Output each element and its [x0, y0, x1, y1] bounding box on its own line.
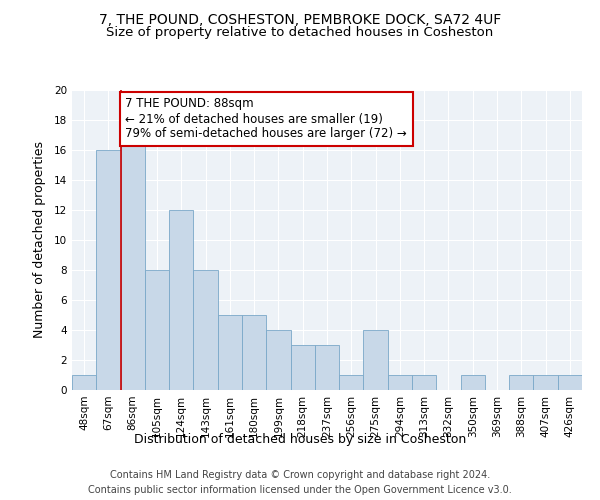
Bar: [145, 270, 169, 390]
Bar: [558, 375, 582, 390]
Text: 7 THE POUND: 88sqm
← 21% of detached houses are smaller (19)
79% of semi-detache: 7 THE POUND: 88sqm ← 21% of detached hou…: [125, 98, 407, 140]
Text: Size of property relative to detached houses in Cosheston: Size of property relative to detached ho…: [106, 26, 494, 39]
Bar: [218, 315, 242, 390]
Bar: [242, 315, 266, 390]
Bar: [169, 210, 193, 390]
Text: Distribution of detached houses by size in Cosheston: Distribution of detached houses by size …: [134, 432, 466, 446]
Text: 7, THE POUND, COSHESTON, PEMBROKE DOCK, SA72 4UF: 7, THE POUND, COSHESTON, PEMBROKE DOCK, …: [99, 12, 501, 26]
Bar: [364, 330, 388, 390]
Text: Contains public sector information licensed under the Open Government Licence v3: Contains public sector information licen…: [88, 485, 512, 495]
Bar: [509, 375, 533, 390]
Y-axis label: Number of detached properties: Number of detached properties: [32, 142, 46, 338]
Text: Contains HM Land Registry data © Crown copyright and database right 2024.: Contains HM Land Registry data © Crown c…: [110, 470, 490, 480]
Bar: [193, 270, 218, 390]
Bar: [533, 375, 558, 390]
Bar: [315, 345, 339, 390]
Bar: [96, 150, 121, 390]
Bar: [412, 375, 436, 390]
Bar: [339, 375, 364, 390]
Bar: [461, 375, 485, 390]
Bar: [266, 330, 290, 390]
Bar: [388, 375, 412, 390]
Bar: [121, 135, 145, 390]
Bar: [72, 375, 96, 390]
Bar: [290, 345, 315, 390]
